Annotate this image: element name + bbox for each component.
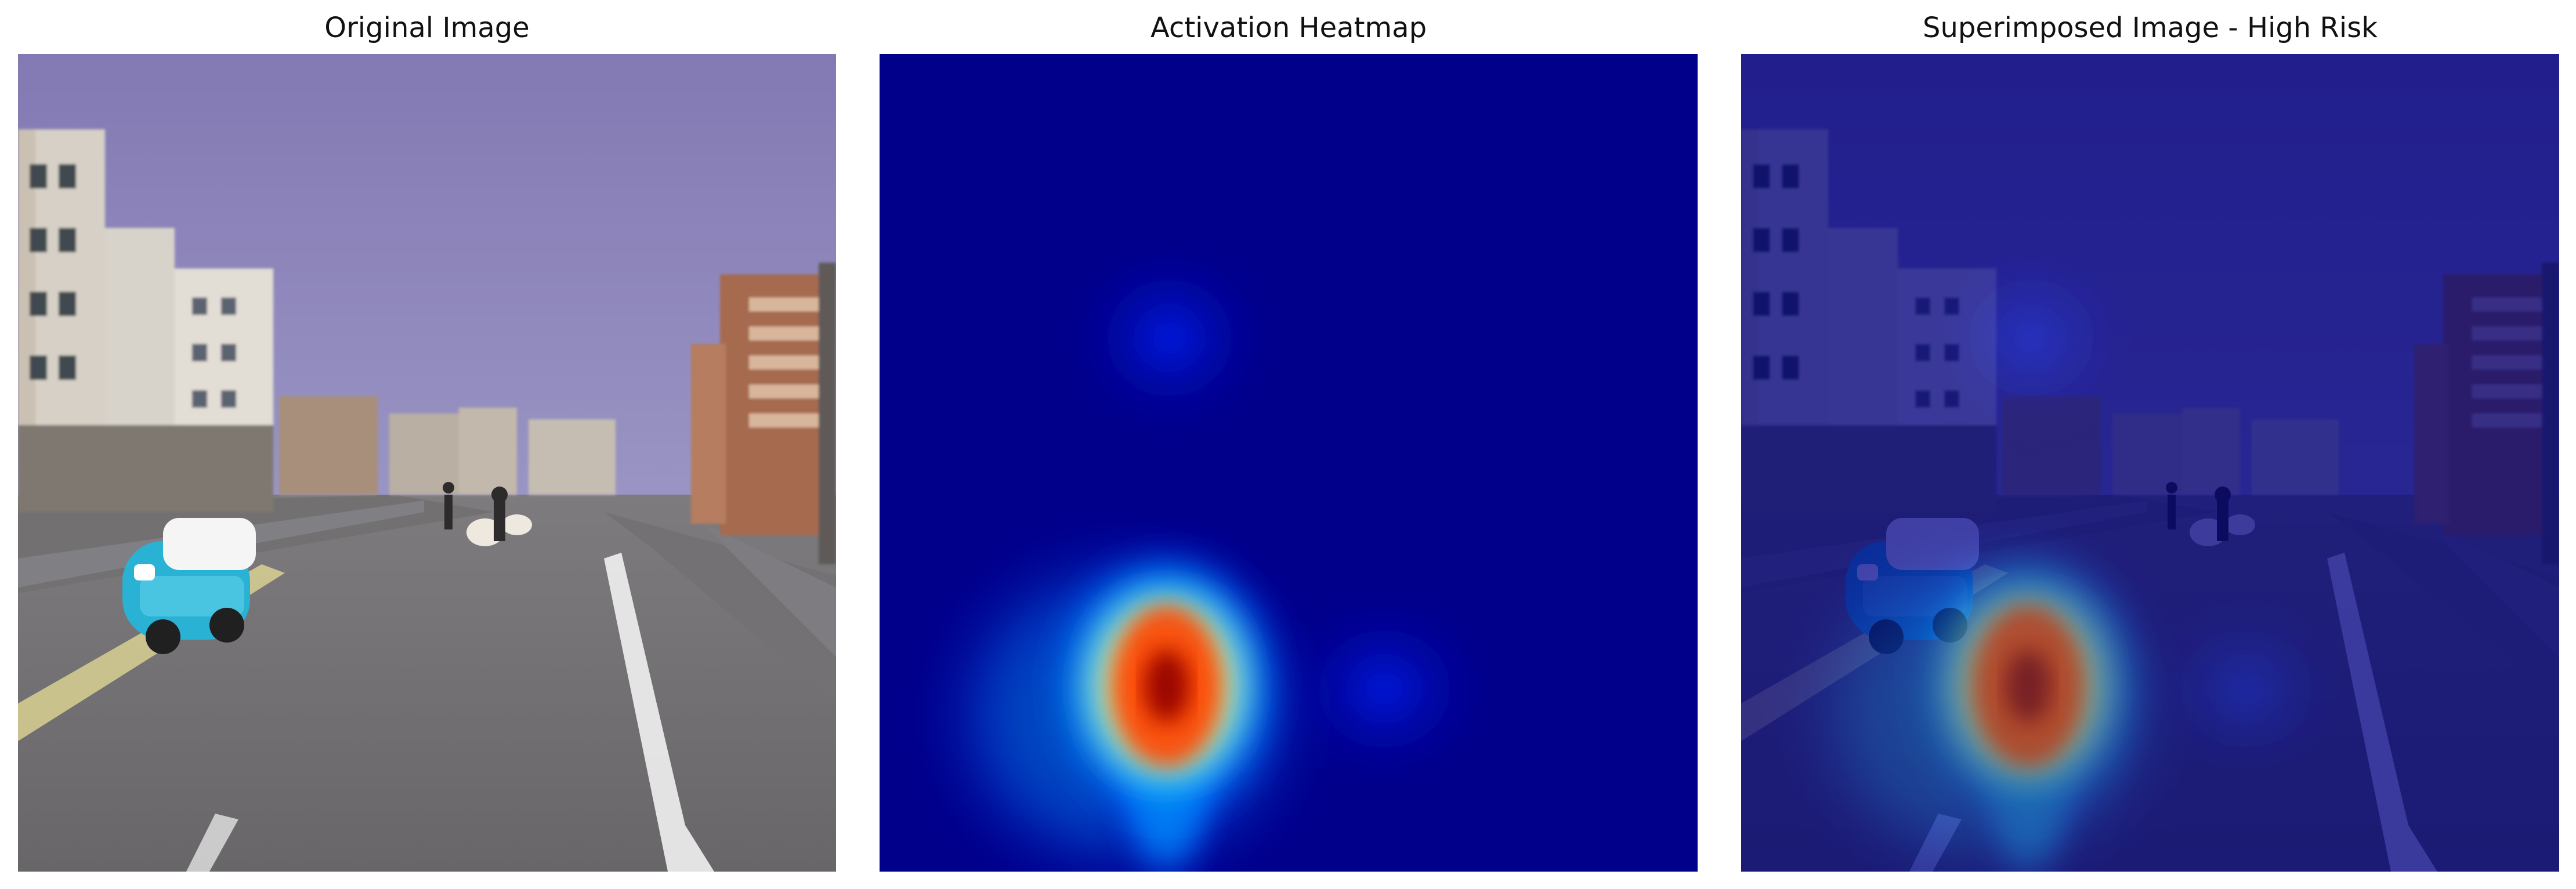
activation-heatmap-icon: [880, 54, 1698, 872]
activation-heatmap-image: [880, 54, 1698, 872]
superimposed-image: [1741, 54, 2559, 872]
activation-heatmap-panel: Activation Heatmap: [880, 0, 1698, 889]
street-scene-icon: [18, 54, 836, 872]
superimposed-image-title: Superimposed Image - High Risk: [1922, 12, 2378, 44]
street-scene-container: [18, 54, 836, 872]
original-image-title: Original Image: [324, 12, 530, 44]
activation-heatmap-title: Activation Heatmap: [1150, 12, 1427, 44]
heatmap-container: [880, 54, 1698, 872]
overlay-container: [1741, 54, 2559, 872]
street-scene-photo: [18, 54, 836, 872]
original-image-panel: Original Image: [18, 0, 836, 889]
superimposed-image-panel: Superimposed Image - High Risk: [1741, 0, 2559, 889]
superimposed-heatmap-overlay-icon: [1741, 54, 2559, 872]
